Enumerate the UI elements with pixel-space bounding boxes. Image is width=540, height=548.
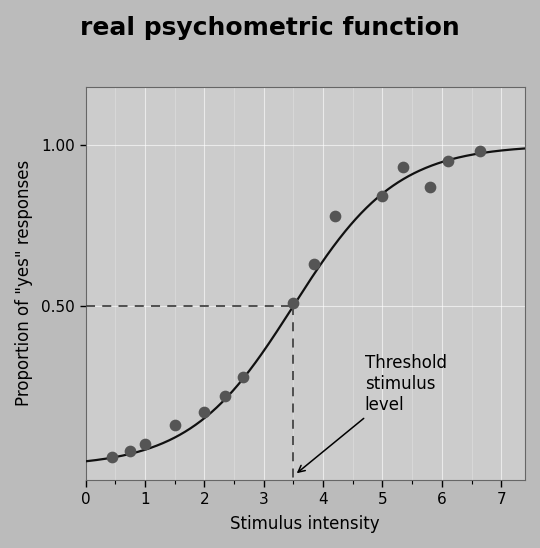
Point (170, 421, 179, 430)
Point (330, 212, 339, 220)
Point (289, 298, 298, 307)
Point (239, 373, 247, 381)
Text: real psychometric function: real psychometric function (80, 16, 460, 41)
X-axis label: Stimulus intensity: Stimulus intensity (231, 515, 380, 533)
Point (126, 447, 134, 455)
Point (443, 157, 452, 165)
Y-axis label: Proportion of "yes" responses: Proportion of "yes" responses (15, 160, 33, 407)
Text: Threshold
stimulus
level: Threshold stimulus level (298, 354, 447, 472)
Point (310, 260, 319, 269)
Point (108, 453, 117, 462)
Point (221, 392, 230, 401)
Point (399, 163, 408, 172)
Point (426, 182, 434, 191)
Point (140, 440, 149, 449)
Point (476, 147, 485, 156)
Point (378, 192, 387, 201)
Point (200, 408, 208, 416)
